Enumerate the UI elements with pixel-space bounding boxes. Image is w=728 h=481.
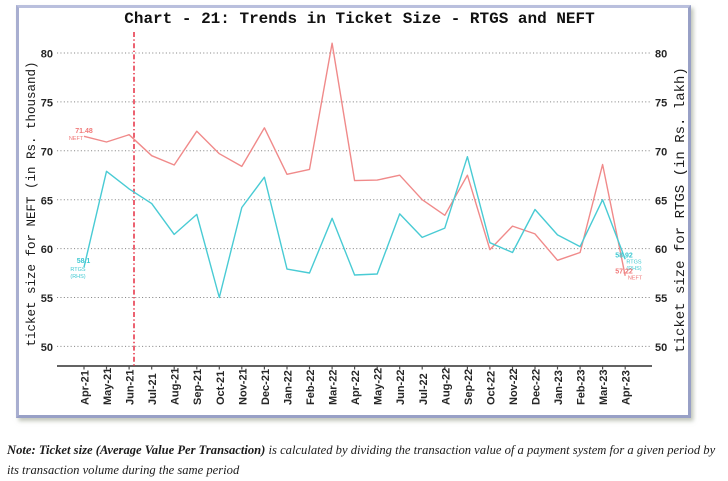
svg-text:Apr-21: Apr-21 <box>80 370 92 405</box>
svg-text:55: 55 <box>655 293 667 305</box>
svg-text:ticket size for NEFT (in Rs. t: ticket size for NEFT (in Rs. thousand) <box>25 61 39 346</box>
svg-text:Jan-23: Jan-23 <box>553 370 565 405</box>
svg-text:Mar-23: Mar-23 <box>598 370 610 405</box>
svg-text:75: 75 <box>41 98 53 110</box>
svg-text:May-21: May-21 <box>102 368 114 405</box>
svg-text:58.1: 58.1 <box>77 258 91 265</box>
svg-text:Aug-22: Aug-22 <box>440 368 452 405</box>
svg-text:ticket size for RTGS (in Rs. l: ticket size for RTGS (in Rs. lakh) <box>673 67 689 353</box>
svg-text:Apr-23: Apr-23 <box>621 370 633 405</box>
svg-text:55: 55 <box>41 293 53 305</box>
svg-text:75: 75 <box>655 98 667 110</box>
svg-text:Nov-22: Nov-22 <box>508 368 520 405</box>
svg-text:Dec-21: Dec-21 <box>260 369 272 405</box>
svg-text:80: 80 <box>41 49 53 61</box>
svg-text:60: 60 <box>655 244 667 256</box>
svg-text:Dec-22: Dec-22 <box>531 369 543 405</box>
svg-text:Mar-22: Mar-22 <box>328 370 340 405</box>
svg-text:Apr-22: Apr-22 <box>350 370 362 405</box>
svg-text:RTGS: RTGS <box>70 267 86 273</box>
svg-text:RTGS: RTGS <box>626 260 642 266</box>
svg-text:Oct-22: Oct-22 <box>485 371 497 405</box>
svg-text:50: 50 <box>41 342 53 354</box>
svg-text:May-22: May-22 <box>373 368 385 405</box>
svg-text:NEFT: NEFT <box>69 136 84 142</box>
svg-text:Sep-21: Sep-21 <box>192 369 204 405</box>
svg-text:Aug-21: Aug-21 <box>170 368 182 405</box>
svg-text:Feb-23: Feb-23 <box>576 370 588 405</box>
svg-text:Jul-22: Jul-22 <box>418 373 430 405</box>
svg-text:57.22: 57.22 <box>615 269 633 276</box>
svg-text:50: 50 <box>655 342 667 354</box>
svg-text:80: 80 <box>655 49 667 61</box>
svg-text:65: 65 <box>655 195 667 207</box>
svg-text:Sep-22: Sep-22 <box>463 369 475 405</box>
svg-text:70: 70 <box>41 146 53 158</box>
svg-text:58.92: 58.92 <box>615 253 633 260</box>
svg-text:Oct-21: Oct-21 <box>215 371 227 405</box>
svg-text:Jul-21: Jul-21 <box>147 373 159 405</box>
svg-text:(RHS): (RHS) <box>70 274 85 280</box>
svg-text:(RHS): (RHS) <box>626 266 641 272</box>
svg-text:70: 70 <box>655 146 667 158</box>
svg-text:60: 60 <box>41 244 53 256</box>
svg-text:71.48: 71.48 <box>75 128 93 135</box>
svg-text:Jun-22: Jun-22 <box>395 370 407 405</box>
svg-text:Jan-22: Jan-22 <box>283 370 295 405</box>
svg-text:65: 65 <box>41 195 53 207</box>
svg-text:Nov-21: Nov-21 <box>237 368 249 405</box>
svg-text:NEFT: NEFT <box>628 276 643 282</box>
svg-text:Feb-22: Feb-22 <box>305 370 317 405</box>
svg-text:Jun-21: Jun-21 <box>125 370 137 405</box>
